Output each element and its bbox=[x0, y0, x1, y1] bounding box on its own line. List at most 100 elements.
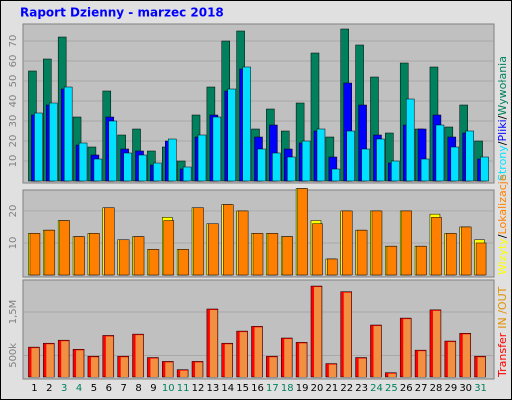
bar bbox=[435, 124, 445, 182]
bar bbox=[327, 258, 338, 276]
bar bbox=[475, 242, 487, 276]
y-tick-label: 40 bbox=[8, 95, 19, 108]
x-tick-label: 5 bbox=[91, 383, 97, 394]
x-tick-label: 6 bbox=[106, 383, 112, 394]
bar bbox=[446, 233, 457, 276]
bar bbox=[108, 120, 118, 182]
x-tick-label: 13 bbox=[207, 383, 220, 394]
x-tick-label: 14 bbox=[221, 383, 234, 394]
legend-entry: Wizyty bbox=[496, 238, 509, 275]
y-tick-label: 20 bbox=[8, 205, 19, 218]
x-tick-label: 16 bbox=[251, 383, 264, 394]
bar bbox=[193, 207, 204, 276]
bar bbox=[297, 188, 308, 276]
legend-separator: / bbox=[496, 141, 509, 145]
x-tick-label: 4 bbox=[76, 383, 82, 394]
legend: Strony/Pliki/Wywołania bbox=[496, 56, 509, 181]
x-tick-label: 15 bbox=[236, 383, 249, 394]
bar bbox=[237, 210, 249, 276]
bar-shade bbox=[135, 335, 144, 377]
bar bbox=[460, 226, 472, 276]
bar bbox=[252, 233, 264, 276]
legend: Wizyty/Lokalizacje bbox=[496, 174, 509, 275]
bar bbox=[431, 217, 442, 276]
bar-shade bbox=[120, 357, 129, 377]
bar bbox=[182, 166, 192, 182]
bar bbox=[49, 102, 58, 182]
y-tick-label: 1,5M bbox=[8, 300, 19, 325]
bar-shade bbox=[462, 334, 471, 377]
bar-shade bbox=[284, 339, 292, 377]
bar bbox=[376, 138, 385, 182]
y-tick-label: 500k bbox=[8, 343, 19, 368]
y-tick-label: 30 bbox=[8, 115, 19, 128]
x-tick-label: 25 bbox=[385, 383, 398, 394]
x-tick-label: 17 bbox=[266, 383, 279, 394]
bar-shade bbox=[328, 364, 337, 377]
x-tick-label: 31 bbox=[474, 383, 487, 394]
bar-shade bbox=[254, 327, 262, 377]
bar-shade bbox=[388, 373, 396, 377]
legend-entry: Pliki bbox=[496, 119, 509, 141]
bar-shade bbox=[105, 336, 114, 377]
bar-shade bbox=[447, 342, 456, 377]
bar-shade bbox=[358, 358, 367, 377]
bar bbox=[178, 249, 189, 276]
x-tick-label: 19 bbox=[296, 383, 309, 394]
bar bbox=[89, 233, 100, 276]
bar bbox=[44, 229, 56, 276]
bar-shade bbox=[209, 309, 218, 377]
bar bbox=[346, 130, 355, 182]
bar bbox=[391, 160, 400, 182]
bar bbox=[267, 233, 279, 276]
x-tick-label: 9 bbox=[150, 383, 156, 394]
bar bbox=[242, 66, 251, 182]
chart-title: Raport Dzienny - marzec 2018 bbox=[20, 6, 224, 20]
legend-separator: / bbox=[496, 234, 509, 238]
bar bbox=[405, 98, 415, 182]
x-tick-label: 21 bbox=[325, 383, 338, 394]
bar bbox=[356, 229, 368, 276]
legend-entry: Strony bbox=[496, 145, 509, 181]
bar bbox=[104, 207, 115, 276]
legend-entry: Wywołania bbox=[496, 56, 509, 116]
bar bbox=[480, 156, 489, 182]
bar bbox=[371, 210, 383, 276]
bar bbox=[361, 148, 370, 182]
bar bbox=[163, 220, 175, 276]
bar-shade bbox=[90, 357, 99, 377]
bar bbox=[465, 130, 474, 182]
bar bbox=[59, 220, 70, 276]
y-tick-label: 10 bbox=[8, 155, 19, 168]
bar-shade bbox=[418, 351, 426, 377]
x-tick-label: 10 bbox=[162, 383, 175, 394]
x-tick-label: 24 bbox=[370, 383, 383, 394]
bar bbox=[272, 152, 281, 182]
bar-shade bbox=[76, 350, 84, 377]
bar bbox=[223, 204, 234, 276]
legend: Transfer IN /OUT bbox=[496, 286, 509, 378]
x-tick-label: 1 bbox=[31, 383, 37, 394]
bar bbox=[420, 158, 430, 182]
bar bbox=[212, 116, 222, 182]
bar-shade bbox=[61, 341, 69, 377]
bar bbox=[133, 236, 145, 276]
bar-shade bbox=[477, 357, 486, 377]
x-tick-label: 20 bbox=[311, 383, 324, 394]
bar bbox=[34, 112, 43, 182]
bar-shade bbox=[165, 362, 173, 377]
bar bbox=[153, 162, 162, 182]
y-tick-label: 10 bbox=[8, 237, 19, 250]
x-tick-label: 22 bbox=[340, 383, 353, 394]
x-tick-label: 8 bbox=[135, 383, 141, 394]
bar bbox=[401, 210, 412, 276]
bar-shade bbox=[299, 343, 307, 377]
bar bbox=[123, 152, 132, 182]
bar bbox=[197, 134, 207, 182]
bar bbox=[416, 245, 427, 276]
bar-shade bbox=[269, 357, 277, 377]
y-tick-label: 20 bbox=[8, 135, 19, 148]
bar bbox=[78, 142, 88, 182]
bar-shade bbox=[313, 287, 322, 377]
x-tick-label: 28 bbox=[430, 383, 443, 394]
